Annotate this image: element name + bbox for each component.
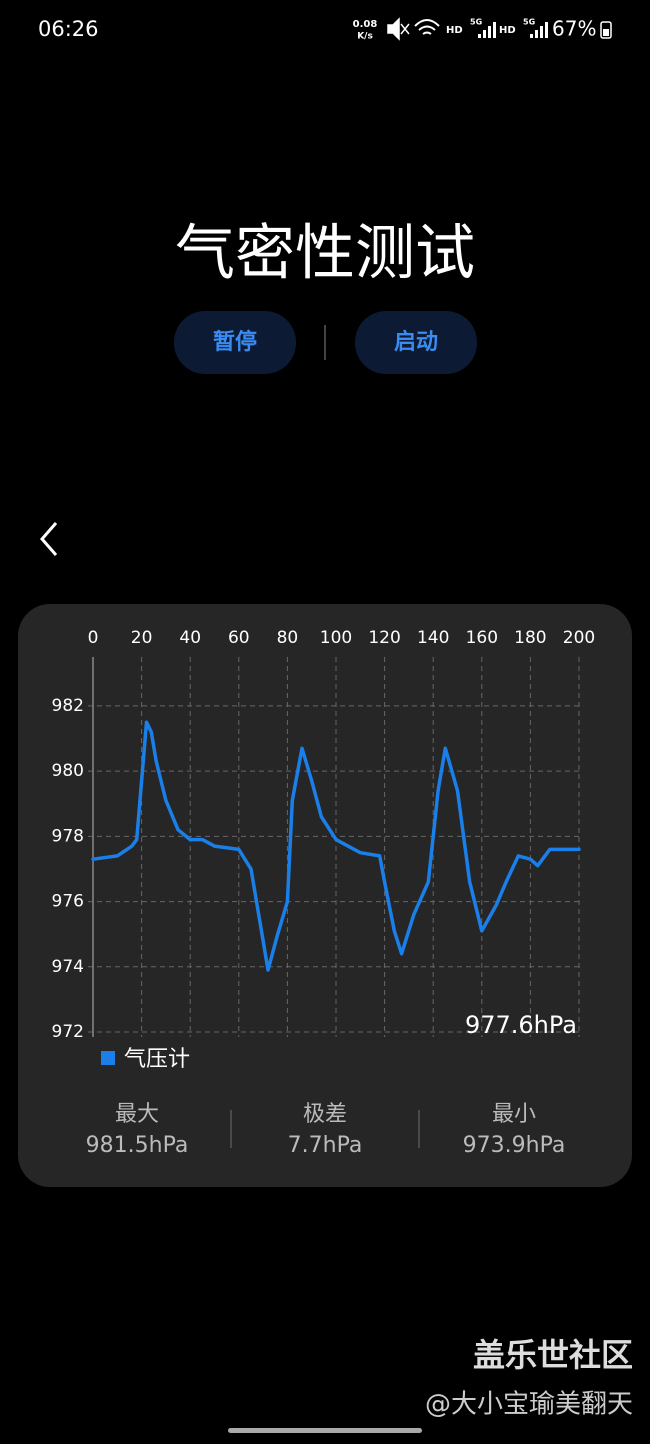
watermark-brand: 盖乐世社区 bbox=[473, 1336, 633, 1374]
signal-icon bbox=[530, 22, 548, 38]
y-tick-label: 974 bbox=[52, 957, 84, 977]
status-time: 06:26 bbox=[38, 17, 99, 41]
home-indicator[interactable] bbox=[228, 1428, 422, 1433]
watermark-user: @大小宝瑜美翻天 bbox=[425, 1390, 633, 1420]
x-tick-label: 40 bbox=[179, 628, 201, 648]
x-tick-label: 80 bbox=[277, 628, 299, 648]
wifi-icon bbox=[414, 19, 440, 35]
hd-label: HD bbox=[446, 25, 463, 36]
chart: 0 20 40 60 80 100 120 140 160 180 200 972 974 976 978 9… bbox=[52, 628, 596, 1072]
x-tick-label: 20 bbox=[131, 628, 153, 648]
stat-label: 最大 bbox=[115, 1102, 159, 1127]
x-tick-label: 200 bbox=[563, 628, 595, 648]
stat-value: 981.5hPa bbox=[86, 1133, 189, 1158]
legend-swatch bbox=[101, 1051, 115, 1065]
data-line bbox=[91, 720, 581, 972]
mute-icon bbox=[387, 17, 410, 41]
net-label: 5G bbox=[523, 18, 535, 27]
back-button[interactable] bbox=[40, 522, 58, 556]
stat-value: 973.9hPa bbox=[463, 1133, 566, 1158]
battery-icon bbox=[600, 21, 612, 39]
signal-icon bbox=[478, 22, 496, 38]
y-tick-label: 972 bbox=[52, 1022, 84, 1042]
x-tick-label: 0 bbox=[88, 628, 99, 648]
pause-button[interactable] bbox=[174, 311, 296, 374]
x-tick-label: 160 bbox=[466, 628, 498, 648]
y-tick-label: 982 bbox=[52, 696, 84, 716]
net-speed: 0.08 bbox=[353, 19, 378, 30]
battery-level bbox=[603, 29, 609, 36]
net-speed-unit: K/s bbox=[357, 32, 373, 42]
legend-label: 气压计 bbox=[124, 1047, 190, 1072]
chart-card bbox=[18, 604, 632, 1187]
start-button-label[interactable]: 启动 bbox=[394, 329, 438, 355]
x-tick-label: 100 bbox=[320, 628, 352, 648]
x-tick-label: 60 bbox=[228, 628, 250, 648]
y-tick-label: 980 bbox=[52, 761, 84, 781]
start-button[interactable] bbox=[355, 311, 477, 374]
hd-label: HD bbox=[499, 25, 516, 36]
pause-button-label[interactable]: 暂停 bbox=[213, 329, 257, 355]
stat-label: 最小 bbox=[492, 1102, 536, 1127]
y-tick-label: 976 bbox=[52, 892, 84, 912]
x-tick-label: 120 bbox=[368, 628, 400, 648]
y-tick-label: 978 bbox=[52, 826, 84, 846]
x-tick-label: 140 bbox=[417, 628, 449, 648]
page-title: 气密性测试 bbox=[175, 219, 475, 289]
x-tick-label: 180 bbox=[514, 628, 546, 648]
net-label: 5G bbox=[470, 18, 482, 27]
battery-text: 67% bbox=[552, 17, 596, 41]
stat-value: 7.7hPa bbox=[288, 1133, 363, 1158]
stat-label: 极差 bbox=[303, 1102, 347, 1127]
current-value: 977.6hPa bbox=[465, 1011, 577, 1039]
